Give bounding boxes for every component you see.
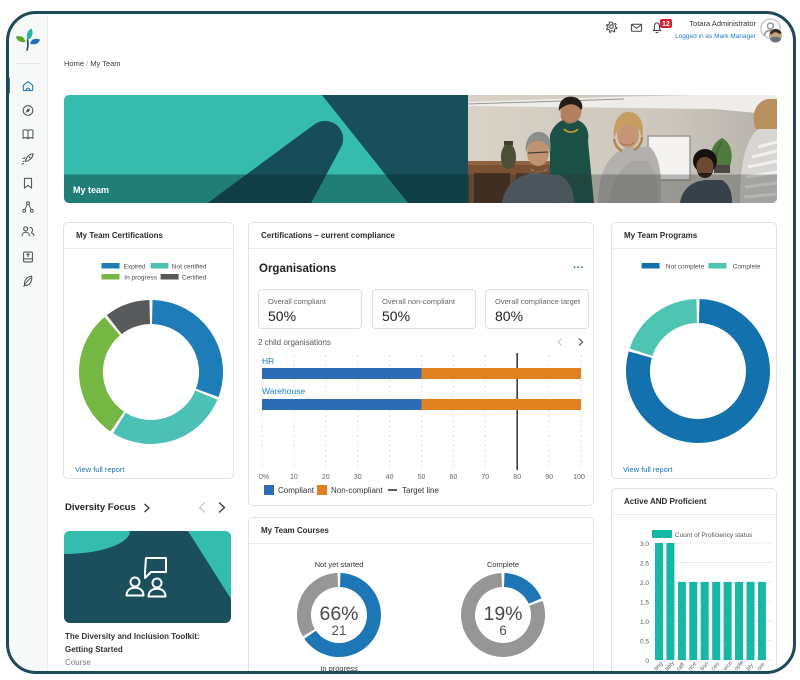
svg-text:HR: HR bbox=[262, 356, 274, 366]
svg-text:taff: taff bbox=[676, 662, 686, 672]
svg-text:90: 90 bbox=[545, 474, 553, 481]
svg-text:12: 12 bbox=[662, 21, 670, 28]
svg-text:2.0: 2.0 bbox=[640, 580, 649, 587]
svg-text:30: 30 bbox=[354, 474, 362, 481]
svg-text:10: 10 bbox=[290, 474, 298, 481]
svg-text:19%: 19% bbox=[483, 603, 522, 625]
svg-text:tion: tion bbox=[699, 661, 710, 672]
svg-text:Count of Proficiency status: Count of Proficiency status bbox=[675, 532, 753, 539]
svg-text:ting: ting bbox=[653, 661, 664, 672]
svg-text:1.5: 1.5 bbox=[640, 600, 649, 607]
svg-text:Not complete: Not complete bbox=[666, 264, 705, 271]
svg-text:vice: vice bbox=[722, 660, 734, 672]
svg-text:2.5: 2.5 bbox=[640, 561, 649, 568]
svg-text:ply: ply bbox=[745, 663, 755, 673]
svg-text:20: 20 bbox=[322, 474, 330, 481]
svg-text:40: 40 bbox=[386, 474, 394, 481]
svg-text:Complete: Complete bbox=[733, 264, 761, 271]
svg-text:Warehouse: Warehouse bbox=[262, 386, 305, 396]
svg-text:0%: 0% bbox=[259, 474, 269, 481]
svg-text:Target line: Target line bbox=[402, 486, 439, 495]
svg-text:100: 100 bbox=[573, 474, 585, 481]
svg-text:ore: ore bbox=[756, 661, 767, 672]
svg-text:50: 50 bbox=[418, 474, 426, 481]
svg-text:Not yet started: Not yet started bbox=[315, 560, 364, 569]
svg-text:1.0: 1.0 bbox=[640, 619, 649, 626]
svg-text:ality: ality bbox=[664, 660, 676, 672]
svg-text:nce: nce bbox=[687, 661, 698, 673]
svg-text:Certified: Certified bbox=[182, 275, 207, 282]
svg-text:80: 80 bbox=[513, 474, 521, 481]
svg-text:In progress: In progress bbox=[124, 275, 157, 282]
svg-text:60: 60 bbox=[450, 474, 458, 481]
svg-text:66%: 66% bbox=[319, 603, 358, 625]
svg-text:0.5: 0.5 bbox=[640, 639, 649, 646]
svg-text:ces: ces bbox=[710, 661, 721, 672]
svg-text:Not certified: Not certified bbox=[172, 264, 207, 271]
svg-text:6: 6 bbox=[499, 623, 507, 638]
svg-text:Expired: Expired bbox=[124, 264, 146, 271]
svg-text:21: 21 bbox=[331, 623, 346, 638]
svg-text:Compliant: Compliant bbox=[278, 486, 315, 495]
svg-text:ople: ople bbox=[733, 659, 745, 672]
svg-text:In progress: In progress bbox=[320, 664, 358, 673]
svg-text:3.0: 3.0 bbox=[640, 541, 649, 548]
svg-text:Non-compliant: Non-compliant bbox=[331, 486, 383, 495]
svg-text:Complete: Complete bbox=[487, 560, 519, 569]
svg-text:0: 0 bbox=[645, 658, 649, 665]
svg-text:70: 70 bbox=[481, 474, 489, 481]
